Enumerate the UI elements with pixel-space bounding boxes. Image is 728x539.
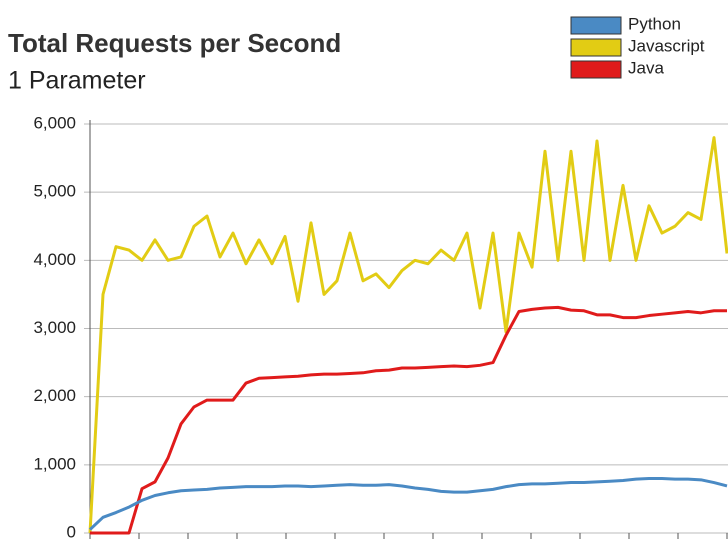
y-tick-label: 5,000	[33, 182, 76, 201]
series-line	[90, 305, 727, 535]
legend-label: Java	[628, 58, 664, 77]
legend-swatch	[570, 38, 622, 57]
y-tick-label: 4,000	[33, 250, 76, 269]
y-tick-label: 2,000	[33, 386, 76, 405]
y-tick-label: 0	[67, 522, 76, 539]
y-tick-label: 6,000	[33, 113, 76, 132]
legend-swatch	[570, 60, 622, 79]
series-line	[88, 476, 728, 531]
y-tick-label: 1,000	[33, 454, 76, 473]
y-tick-label: 3,000	[33, 318, 76, 337]
legend-swatch	[570, 16, 622, 35]
chart-title: Total Requests per Second	[8, 28, 341, 58]
series-line	[88, 136, 728, 534]
chart-subtitle: 1 Parameter	[8, 67, 146, 95]
legend-label: Python	[628, 14, 681, 33]
legend-label: Javascript	[628, 36, 705, 55]
